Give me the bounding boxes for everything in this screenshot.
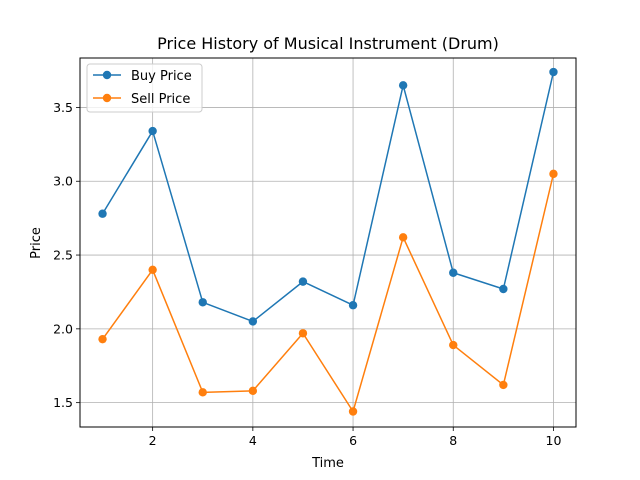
y-tick-label: 2.5 bbox=[53, 248, 73, 263]
sell-price-line bbox=[101, 173, 555, 413]
sell-price-point bbox=[148, 265, 157, 275]
buy-price-point bbox=[499, 284, 508, 294]
buy-price-point bbox=[98, 209, 107, 218]
x-tick-label: 10 bbox=[546, 433, 562, 448]
x-tick-label: 4 bbox=[249, 433, 257, 448]
buy-price-point bbox=[198, 298, 207, 307]
sell-price-point bbox=[348, 407, 358, 416]
sell-price-point bbox=[449, 340, 458, 350]
y-tick-label: 3.0 bbox=[53, 174, 73, 189]
y-axis-label: Price bbox=[29, 227, 44, 259]
x-tick-label: 8 bbox=[449, 433, 457, 448]
legend-marker-buy bbox=[102, 70, 112, 80]
series-lines bbox=[98, 67, 558, 416]
sell-price-point bbox=[398, 233, 408, 242]
buy-price-point bbox=[348, 301, 358, 310]
legend: Buy Price Sell Price bbox=[86, 63, 203, 113]
legend-marker-sell bbox=[102, 93, 112, 103]
y-tick-label: 2.0 bbox=[53, 321, 73, 336]
buy-price-point bbox=[398, 81, 408, 90]
sell-price-point bbox=[549, 169, 558, 179]
sell-price-point bbox=[298, 329, 308, 338]
sell-price-point bbox=[198, 388, 207, 397]
buy-price-point bbox=[148, 126, 157, 136]
buy-price-line bbox=[101, 71, 555, 323]
x-tick-label: 2 bbox=[149, 433, 157, 448]
buy-price-point bbox=[449, 268, 458, 277]
sell-price-point bbox=[98, 334, 107, 344]
y-tick-label: 3.5 bbox=[53, 100, 73, 115]
x-tick-label: 6 bbox=[349, 433, 357, 448]
legend-label-sell: Sell Price bbox=[131, 92, 190, 107]
x-axis-label: Time bbox=[311, 456, 344, 471]
chart-title: Price History of Musical Instrument (Dru… bbox=[157, 34, 499, 53]
legend-label-buy: Buy Price bbox=[131, 69, 192, 84]
y-tick-label: 1.5 bbox=[53, 395, 73, 410]
axis-ticks: 2 4 6 8 10 1.5 2.0 2.5 3.0 3.5 bbox=[53, 100, 561, 448]
sell-price-point bbox=[499, 380, 508, 390]
grid-lines bbox=[80, 58, 576, 427]
buy-price-point bbox=[549, 67, 558, 77]
buy-price-point bbox=[298, 277, 308, 286]
plot-frame bbox=[79, 57, 577, 428]
buy-price-point bbox=[248, 317, 258, 326]
sell-price-point bbox=[248, 386, 258, 396]
legend-box bbox=[86, 63, 203, 113]
